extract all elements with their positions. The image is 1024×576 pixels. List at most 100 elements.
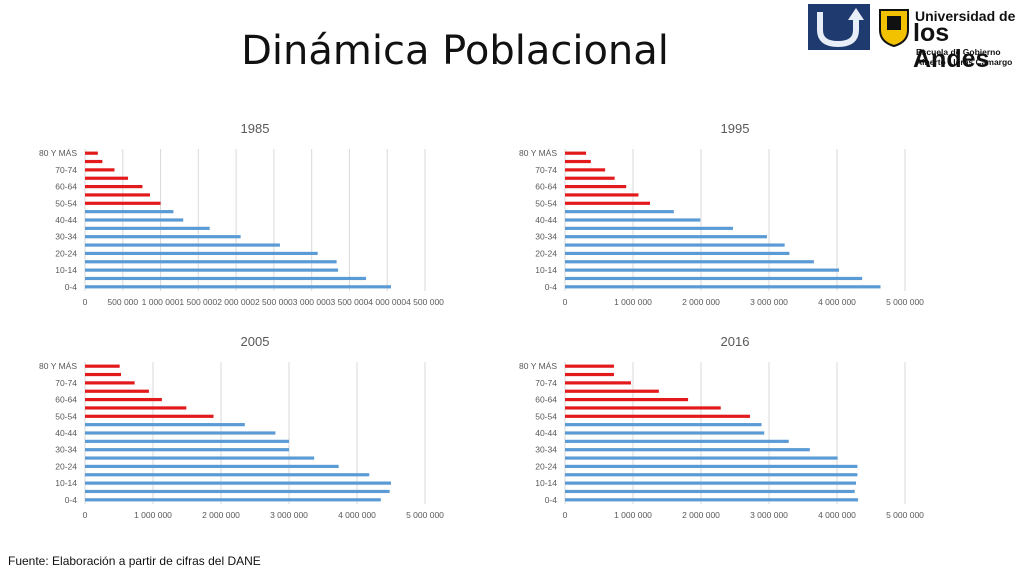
y-tick-label: 60-64 (535, 182, 557, 192)
chart-svg-1995: 0 1 000 000 2 000 000 3 000 000 4 000 000 5 0… (519, 148, 924, 307)
x-tick-label: 4 500 000 (406, 297, 444, 307)
bar-70-74 (85, 168, 115, 172)
bar-50-54 (565, 201, 650, 205)
bar-75-79 (565, 372, 614, 377)
bar-45-49 (85, 423, 245, 427)
y-tick-label: 40-44 (535, 428, 557, 438)
x-tick-label: 4 000 000 (818, 510, 856, 520)
x-tick-label: 2 500 000 (255, 297, 293, 307)
x-tick-label: 500 000 (107, 297, 138, 307)
y-tick-label: 80 Y MÁS (39, 148, 77, 158)
bar-40-44 (565, 431, 765, 435)
bar-20-24 (565, 251, 790, 256)
y-tick-label: 80 Y MÁS (519, 361, 557, 371)
x-tick-label: 4 000 000 (338, 510, 376, 520)
y-tick-label: 40-44 (535, 215, 557, 225)
bar-10-14 (85, 481, 391, 485)
bar-10-14 (565, 481, 857, 485)
bar-35-39 (85, 439, 289, 443)
bar-40-44 (85, 431, 276, 435)
bar-40-44 (85, 218, 184, 222)
x-tick-label: 3 500 000 (331, 297, 369, 307)
bar-10-14 (85, 268, 339, 272)
bar-45-49 (85, 210, 174, 214)
bar-0-4 (85, 285, 391, 289)
bar-80 Y MÁS (85, 151, 98, 155)
bar-80 Y MÁS (85, 364, 120, 368)
y-tick-label: 10-14 (535, 478, 557, 488)
y-tick-label: 20-24 (55, 461, 77, 471)
y-tick-label: 80 Y MÁS (39, 361, 77, 371)
bar-70-74 (565, 168, 606, 172)
logo-line2: los Andes (913, 19, 990, 73)
y-tick-label: 20-24 (535, 461, 557, 471)
x-tick-label: 0 (83, 510, 88, 520)
y-tick-label: 0-4 (65, 282, 78, 292)
bar-60-64 (85, 397, 162, 402)
y-tick-label: 30-34 (535, 232, 557, 242)
x-tick-label: 2 000 000 (202, 510, 240, 520)
y-tick-label: 80 Y MÁS (519, 148, 557, 158)
bar-75-79 (85, 372, 122, 377)
university-shield-icon (878, 8, 910, 48)
x-tick-label: 0 (83, 297, 88, 307)
bar-5-9 (85, 276, 367, 281)
x-tick-label: 1 000 000 (134, 510, 172, 520)
y-tick-label: 50-54 (535, 198, 557, 208)
y-tick-label: 40-44 (55, 428, 77, 438)
bar-30-34 (85, 235, 241, 239)
x-tick-label: 5 000 000 (886, 510, 924, 520)
x-tick-label: 2 000 000 (217, 297, 255, 307)
bar-25-29 (85, 243, 280, 247)
y-tick-label: 0-4 (545, 495, 558, 505)
bar-80 Y MÁS (565, 364, 614, 368)
x-tick-label: 4 000 000 (818, 297, 856, 307)
bar-65-69 (565, 389, 659, 393)
arrow-logo-icon (808, 4, 870, 50)
x-tick-label: 1 000 000 (614, 510, 652, 520)
bar-55-59 (565, 193, 639, 197)
y-tick-label: 30-34 (55, 445, 77, 455)
bar-35-39 (565, 226, 733, 230)
bar-65-69 (85, 389, 149, 393)
y-tick-label: 0-4 (545, 282, 558, 292)
bar-30-34 (565, 448, 810, 452)
x-tick-label: 5 000 000 (406, 510, 444, 520)
y-tick-label: 60-64 (535, 395, 557, 405)
bar-25-29 (85, 456, 315, 460)
y-tick-label: 70-74 (55, 378, 77, 388)
bar-60-64 (565, 397, 689, 402)
bar-55-59 (85, 406, 187, 410)
x-tick-label: 1 000 000 (614, 297, 652, 307)
bar-15-19 (85, 260, 337, 264)
bar-65-69 (85, 176, 129, 180)
chart-title-1985: 1985 (240, 121, 270, 136)
y-tick-label: 50-54 (535, 411, 557, 421)
bar-80 Y MÁS (565, 151, 587, 155)
bar-15-19 (565, 473, 858, 477)
chart-svg-2005: 0 1 000 000 2 000 000 3 000 000 4 000 000 5 0… (39, 361, 444, 520)
bar-10-14 (565, 268, 840, 272)
bar-25-29 (565, 456, 838, 460)
bar-60-64 (565, 184, 627, 189)
bar-0-4 (85, 498, 381, 502)
bar-20-24 (85, 464, 339, 469)
bar-70-74 (85, 381, 135, 385)
bar-45-49 (565, 210, 674, 214)
y-tick-label: 70-74 (535, 165, 557, 175)
pyramid-chart-2016: 2016 0 1 000 000 2 000 000 3 000 000 4 000 0… (495, 334, 975, 544)
y-tick-label: 40-44 (55, 215, 77, 225)
slide-title: Dinámica Poblacional (241, 28, 669, 74)
bar-15-19 (565, 260, 814, 264)
y-tick-label: 20-24 (535, 248, 557, 258)
bar-35-39 (565, 439, 789, 443)
bar-20-24 (565, 464, 858, 469)
bar-20-24 (85, 251, 318, 256)
y-tick-label: 70-74 (535, 378, 557, 388)
bar-45-49 (565, 423, 762, 427)
bar-75-79 (565, 159, 591, 164)
x-tick-label: 0 (563, 297, 568, 307)
bar-70-74 (565, 381, 631, 385)
y-tick-label: 0-4 (65, 495, 78, 505)
x-tick-label: 3 000 000 (270, 510, 308, 520)
